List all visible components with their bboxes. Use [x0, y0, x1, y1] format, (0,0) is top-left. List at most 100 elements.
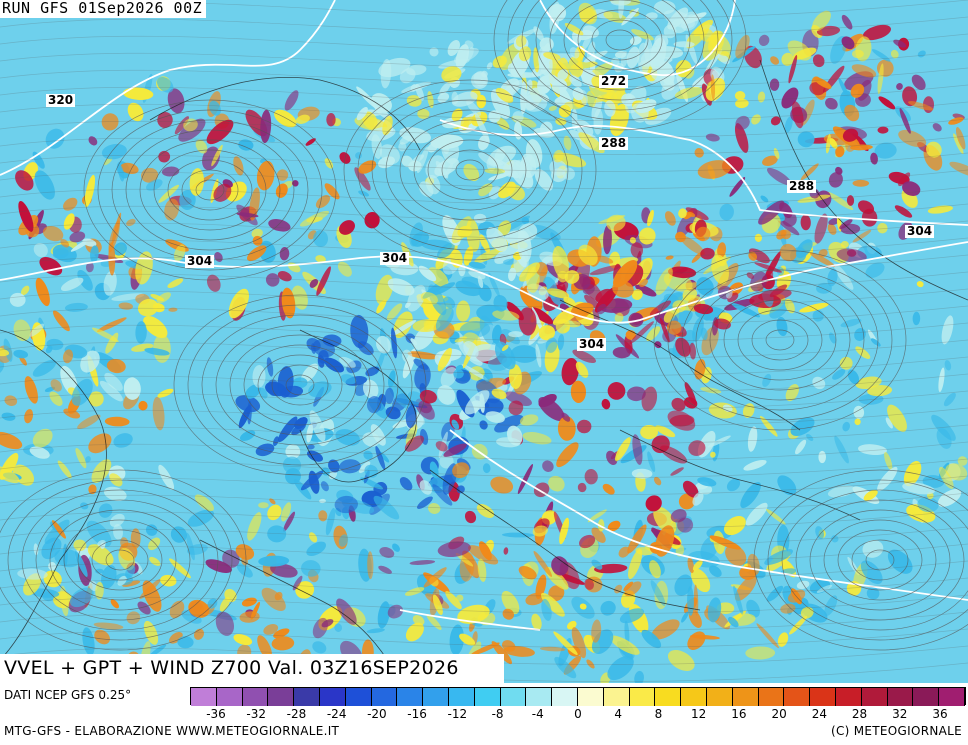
velocity-cell [127, 102, 144, 122]
velocity-cell [769, 284, 788, 298]
legend-swatch [242, 688, 269, 706]
velocity-cell [680, 235, 705, 256]
velocity-cell [443, 443, 467, 457]
velocity-cell [629, 237, 636, 244]
velocity-cell [694, 147, 704, 158]
velocity-cell [926, 141, 942, 158]
velocity-cell [138, 400, 148, 411]
streamline [455, 159, 485, 181]
streamline [823, 519, 937, 601]
velocity-cell [456, 485, 465, 494]
velocity-cell [235, 544, 255, 560]
velocity-cell [629, 321, 654, 344]
velocity-cell [483, 374, 491, 382]
velocity-cell [378, 565, 392, 574]
velocity-cell [364, 212, 380, 229]
velocity-cell [270, 563, 298, 578]
velocity-cell [63, 408, 81, 419]
velocity-cell [350, 314, 369, 349]
velocity-cell [271, 636, 295, 651]
velocity-cell [435, 441, 448, 452]
velocity-cell [828, 172, 843, 188]
velocity-cell [697, 477, 717, 487]
velocity-cell [745, 502, 768, 526]
velocity-cell [236, 212, 259, 218]
velocity-cell [647, 209, 654, 227]
velocity-cell [518, 307, 537, 336]
velocity-cell [510, 345, 539, 363]
velocity-cell [841, 36, 855, 50]
velocity-cell [615, 437, 631, 462]
velocity-cell [308, 532, 318, 543]
velocity-cell [118, 165, 125, 182]
velocity-cell [464, 389, 490, 415]
velocity-cell [418, 265, 437, 282]
streamline [0, 16, 968, 36]
velocity-cell [440, 367, 458, 387]
velocity-cell [376, 299, 387, 314]
velocity-cell [468, 261, 486, 269]
velocity-cell [338, 534, 349, 547]
velocity-cell [508, 400, 524, 416]
velocity-cell [601, 398, 611, 410]
legend-tick-label: 16 [731, 707, 747, 721]
velocity-cell [358, 190, 370, 197]
streamline [493, 0, 747, 131]
velocity-cell [645, 495, 662, 512]
velocity-cell [795, 439, 807, 455]
velocity-cell [577, 419, 592, 434]
velocity-cell [307, 450, 323, 462]
velocity-cell [893, 39, 907, 48]
velocity-cell [309, 278, 319, 288]
velocity-cell [123, 87, 154, 100]
velocity-cell [518, 46, 532, 62]
velocity-cell [607, 382, 626, 400]
velocity-cell [486, 62, 493, 70]
streamline [0, 628, 968, 648]
velocity-cell [707, 435, 731, 448]
velocity-cell [158, 184, 180, 203]
velocity-cell [122, 580, 141, 587]
velocity-cell [432, 484, 453, 506]
velocity-cell [634, 670, 644, 683]
velocity-cell [557, 416, 576, 441]
velocity-cell [4, 395, 18, 407]
velocity-cell [273, 628, 290, 639]
velocity-cell [117, 575, 127, 586]
velocity-cell [764, 549, 793, 566]
streamline [173, 294, 427, 476]
velocity-cell [866, 587, 880, 600]
velocity-cell [594, 92, 614, 103]
velocity-cell [902, 181, 921, 196]
velocity-cell [824, 595, 838, 616]
legend-swatch [681, 688, 707, 706]
velocity-cell [292, 575, 303, 591]
velocity-cell [713, 318, 731, 330]
velocity-cell [13, 349, 29, 359]
velocity-cell [239, 430, 256, 441]
velocity-cell [399, 477, 413, 491]
velocity-cell [233, 634, 253, 646]
velocity-cell [97, 540, 107, 547]
velocity-cell [419, 480, 433, 495]
streamline [0, 509, 968, 529]
velocity-cell [426, 614, 442, 630]
velocity-cell [367, 551, 374, 580]
velocity-cell [860, 560, 883, 585]
velocity-cell [555, 117, 567, 126]
velocity-cell [88, 136, 98, 146]
velocity-cell [578, 244, 598, 266]
legend-tick-label: -4 [531, 707, 544, 721]
velocity-cell [105, 332, 119, 354]
streamline [737, 309, 823, 371]
velocity-cell [29, 323, 45, 337]
streamline [0, 594, 968, 614]
velocity-cell [123, 377, 141, 400]
velocity-cell [88, 433, 112, 454]
velocity-cell [209, 100, 221, 116]
velocity-cell [148, 537, 161, 551]
velocity-cell [818, 249, 828, 258]
velocity-cell [29, 446, 50, 459]
legend-tick-label: 28 [851, 707, 868, 721]
velocity-cell [563, 135, 572, 151]
